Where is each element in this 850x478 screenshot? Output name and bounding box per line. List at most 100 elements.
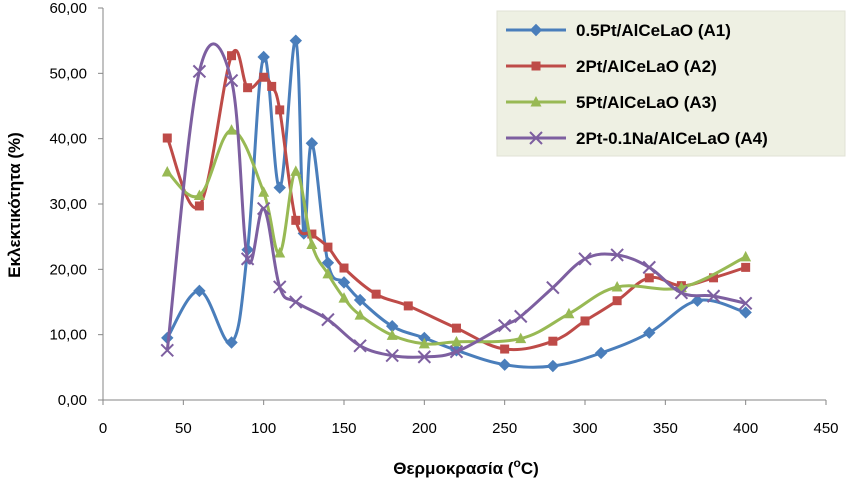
data-point <box>449 344 464 359</box>
legend-label: 2Pt/AlCeLaO (A2) <box>576 57 717 76</box>
series-2 <box>162 49 751 354</box>
x-tick-label: 200 <box>412 420 437 437</box>
data-point <box>225 336 238 349</box>
data-point <box>194 201 204 211</box>
data-point <box>610 248 624 262</box>
x-axis-title-superscript: o <box>513 456 520 470</box>
data-point <box>161 165 173 177</box>
data-point <box>578 252 592 266</box>
data-point <box>353 293 367 307</box>
data-point <box>305 137 319 150</box>
data-point <box>741 262 751 272</box>
x-axis-title-main: Θερμοκρασία ( <box>393 459 514 478</box>
legend-box <box>496 10 846 157</box>
legend: 0.5Pt/AlCeLaO (A1) 2Pt/AlCeLaO (A2) 5Pt/Al… <box>496 10 846 157</box>
data-point <box>273 280 287 294</box>
x-tick-label: 100 <box>251 420 276 437</box>
data-point <box>740 250 752 262</box>
data-point <box>739 306 752 319</box>
data-point <box>256 201 271 216</box>
data-point <box>274 247 286 258</box>
data-point <box>353 339 367 353</box>
data-point <box>192 64 207 79</box>
data-point <box>339 263 349 273</box>
data-point <box>273 181 286 194</box>
data-point <box>546 359 560 373</box>
data-point <box>738 296 753 311</box>
y-tick-label: 40,00 <box>49 131 87 148</box>
data-point <box>258 186 270 197</box>
data-point <box>193 284 206 298</box>
legend-item: 2Pt-0.1Na/AlCeLaO (A4) <box>506 129 768 148</box>
y-tick-label: 30,00 <box>49 196 87 213</box>
data-point <box>612 296 622 306</box>
x-tick-label: 0 <box>99 420 107 437</box>
legend-label: 2Pt-0.1Na/AlCeLaO (A4) <box>576 129 768 148</box>
y-axis-title: Εκλεκτικότητα (%) <box>5 132 24 278</box>
data-point <box>371 289 381 299</box>
data-point <box>354 309 366 320</box>
y-tick-label: 60,00 <box>49 0 87 17</box>
legend-label: 0.5Pt/AlCeLaO (A1) <box>576 21 731 40</box>
x-tick-label: 50 <box>175 420 192 437</box>
x-tick-label: 450 <box>813 420 838 437</box>
legend-marker <box>531 61 541 71</box>
data-point <box>257 50 270 64</box>
x-axis-title-unit: C) <box>521 459 539 478</box>
data-point <box>450 335 462 347</box>
data-point <box>306 238 318 250</box>
data-point <box>498 358 511 371</box>
x-tick-label: 150 <box>331 420 356 437</box>
data-point <box>514 309 528 324</box>
data-point <box>403 301 413 311</box>
data-point <box>226 124 238 135</box>
data-point <box>691 294 704 307</box>
data-point <box>580 316 590 326</box>
x-tick-label: 400 <box>733 420 758 437</box>
data-point <box>548 336 558 346</box>
data-point <box>497 318 512 333</box>
data-point <box>322 267 334 279</box>
data-point <box>240 252 255 266</box>
legend-item: 5Pt/AlCeLaO (A3) <box>506 93 717 112</box>
data-point <box>337 276 351 289</box>
data-point <box>162 133 172 143</box>
data-point <box>259 72 269 82</box>
legend-marker <box>529 131 543 145</box>
series-3 <box>161 124 752 349</box>
data-point <box>321 312 335 327</box>
data-point <box>338 292 350 303</box>
data-point <box>611 280 623 292</box>
data-point <box>193 189 205 201</box>
y-tick-label: 20,00 <box>49 261 87 278</box>
x-tick-label: 300 <box>572 420 597 437</box>
data-point <box>546 280 560 295</box>
legend-item: 2Pt/AlCeLaO (A2) <box>506 57 717 76</box>
plot-area <box>160 34 753 373</box>
data-point <box>307 229 317 239</box>
data-point <box>160 343 174 358</box>
y-tick-label: 10,00 <box>49 327 87 344</box>
data-point <box>515 332 527 344</box>
data-point <box>227 51 237 61</box>
data-point <box>643 326 656 339</box>
data-point <box>674 286 689 300</box>
data-point <box>289 295 303 309</box>
data-point <box>243 83 253 93</box>
series-line <box>166 128 747 346</box>
data-point <box>644 273 654 283</box>
legend-item: 0.5Pt/AlCeLaO (A1) <box>506 21 731 40</box>
x-tick-label: 250 <box>492 420 517 437</box>
data-point <box>563 307 575 319</box>
legend-marker <box>530 96 542 107</box>
legend-marker <box>529 23 543 37</box>
data-point <box>709 273 719 283</box>
data-point <box>224 73 239 88</box>
series-4 <box>160 42 753 364</box>
x-tick-label: 350 <box>653 420 678 437</box>
data-point <box>275 105 285 115</box>
data-point <box>323 242 333 252</box>
data-point <box>418 337 430 349</box>
data-point <box>500 344 510 354</box>
data-point <box>642 260 656 275</box>
